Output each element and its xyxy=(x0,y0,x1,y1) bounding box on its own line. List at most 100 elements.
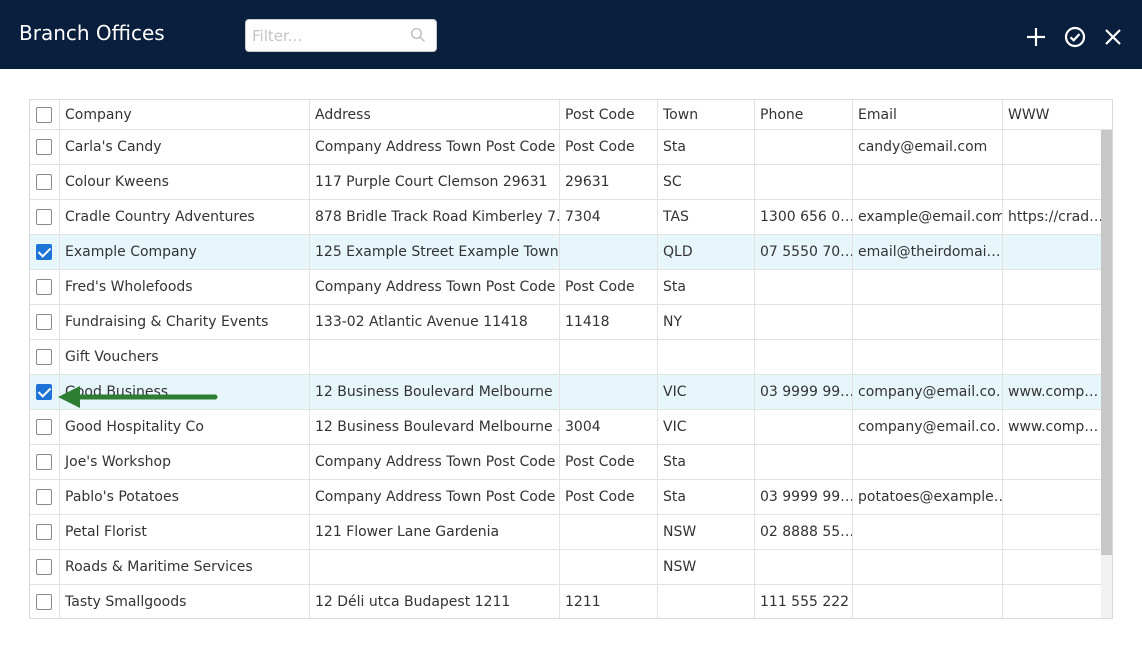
column-header-address[interactable]: Address xyxy=(310,100,560,129)
table-row[interactable]: Fundraising & Charity Events 133-02 Atlan… xyxy=(30,305,1101,340)
cell-email xyxy=(853,165,1003,199)
cell-company: Colour Kweens xyxy=(60,165,310,199)
row-checkbox[interactable] xyxy=(36,139,52,155)
cell-town: NSW xyxy=(658,550,755,584)
cell-address: Company Address Town Post Code xyxy=(310,445,560,479)
cell-post-code xyxy=(560,235,658,269)
cell-address: Company Address Town Post Code xyxy=(310,270,560,304)
search-icon[interactable] xyxy=(410,27,426,43)
table-row[interactable]: Fred's Wholefoods Company Address Town Po… xyxy=(30,270,1101,305)
cell-town: Sta xyxy=(658,480,755,514)
cell-town: VIC xyxy=(658,410,755,444)
cell-post-code: Post Code xyxy=(560,445,658,479)
cell-town: NSW xyxy=(658,515,755,549)
select-all-cell xyxy=(30,100,60,129)
row-select-cell xyxy=(30,410,60,444)
row-select-cell xyxy=(30,445,60,479)
table-row[interactable]: Gift Vouchers xyxy=(30,340,1101,375)
cell-town: VIC xyxy=(658,375,755,409)
table-row[interactable]: Cradle Country Adventures 878 Bridle Trac… xyxy=(30,200,1103,235)
table-row[interactable]: Colour Kweens 117 Purple Court Clemson 29… xyxy=(30,165,1101,200)
row-select-cell xyxy=(30,235,60,269)
row-checkbox[interactable] xyxy=(36,454,52,470)
cell-town: NY xyxy=(658,305,755,339)
table-row[interactable]: Joe's Workshop Company Address Town Post … xyxy=(30,445,1101,480)
table-row[interactable]: Petal Florist 121 Flower Lane Gardenia NSW… xyxy=(30,515,1101,550)
row-select-cell xyxy=(30,270,60,304)
cell-www: https://crad… xyxy=(1008,209,1104,225)
cell-post-code: 11418 xyxy=(560,305,658,339)
cell-phone xyxy=(755,130,853,164)
cell-address: 125 Example Street Example Town xyxy=(310,235,560,269)
filter-input[interactable] xyxy=(246,20,406,51)
vertical-scrollbar[interactable] xyxy=(1101,130,1112,618)
cell-company: Tasty Smallgoods xyxy=(60,585,310,618)
cell-company: Cradle Country Adventures xyxy=(60,200,310,234)
column-header-town[interactable]: Town xyxy=(658,100,755,129)
scrollbar-thumb[interactable] xyxy=(1101,130,1112,555)
row-checkbox[interactable] xyxy=(36,524,52,540)
check-circle-icon[interactable] xyxy=(1063,25,1087,49)
cell-company: Good Business xyxy=(60,375,310,409)
row-checkbox[interactable] xyxy=(36,384,52,400)
plus-icon[interactable] xyxy=(1024,25,1048,49)
cell-www xyxy=(1003,340,1112,374)
cell-email xyxy=(853,585,1003,618)
row-select-cell xyxy=(30,165,60,199)
cell-email xyxy=(853,270,1003,304)
cell-phone xyxy=(755,445,853,479)
row-checkbox[interactable] xyxy=(36,244,52,260)
cell-address: 121 Flower Lane Gardenia xyxy=(310,515,560,549)
cell-company: Fundraising & Charity Events xyxy=(60,305,310,339)
row-checkbox[interactable] xyxy=(36,174,52,190)
cell-company: Pablo's Potatoes xyxy=(60,480,310,514)
cell-phone xyxy=(755,340,853,374)
row-checkbox[interactable] xyxy=(36,314,52,330)
close-icon[interactable] xyxy=(1101,25,1125,49)
row-checkbox[interactable] xyxy=(36,594,52,610)
column-header-post-code[interactable]: Post Code xyxy=(560,100,658,129)
table-row[interactable]: Good Business 12 Business Boulevard Melbo… xyxy=(30,375,1101,410)
row-checkbox[interactable] xyxy=(36,419,52,435)
cell-www xyxy=(1003,515,1112,549)
row-select-cell xyxy=(30,375,60,409)
column-header-email[interactable]: Email xyxy=(853,100,1003,129)
cell-phone: 02 8888 55… xyxy=(755,515,853,549)
cell-email: company@email.co… xyxy=(853,375,1003,409)
row-checkbox[interactable] xyxy=(36,279,52,295)
column-header-phone[interactable]: Phone xyxy=(755,100,853,129)
column-header-www[interactable]: WWW xyxy=(1008,106,1050,123)
row-checkbox[interactable] xyxy=(36,489,52,505)
row-select-cell xyxy=(30,515,60,549)
table-row[interactable]: Tasty Smallgoods 12 Déli utca Budapest 12… xyxy=(30,585,1101,618)
cell-company: Good Hospitality Co xyxy=(60,410,310,444)
cell-town: SC xyxy=(658,165,755,199)
select-all-checkbox[interactable] xyxy=(36,106,52,123)
cell-www xyxy=(1003,585,1112,618)
cell-post-code: Post Code xyxy=(560,480,658,514)
table-row[interactable]: Good Hospitality Co 12 Business Boulevard… xyxy=(30,410,1101,445)
row-checkbox[interactable] xyxy=(36,559,52,575)
column-header-company[interactable]: Company xyxy=(60,100,310,129)
cell-address: 117 Purple Court Clemson 29631 xyxy=(310,165,560,199)
table-row[interactable]: Roads & Maritime Services NSW xyxy=(30,550,1101,585)
table-header-row: Company Address Post Code Town Phone Email WWW xyxy=(30,100,1112,130)
row-checkbox[interactable] xyxy=(36,209,52,225)
cell-phone xyxy=(755,410,853,444)
table-row[interactable]: Carla's Candy Company Address Town Post C… xyxy=(30,130,1101,165)
cell-post-code xyxy=(560,550,658,584)
cell-post-code xyxy=(560,375,658,409)
cell-post-code: 29631 xyxy=(560,165,658,199)
cell-www xyxy=(1003,235,1112,269)
cell-email xyxy=(853,305,1003,339)
cell-company: Example Company xyxy=(60,235,310,269)
row-checkbox[interactable] xyxy=(36,349,52,365)
cell-address: 12 Déli utca Budapest 1211 xyxy=(310,585,560,618)
cell-www xyxy=(1003,480,1112,514)
cell-town xyxy=(658,340,755,374)
cell-www: www.comp… xyxy=(1008,384,1099,400)
filter-box[interactable] xyxy=(245,19,437,52)
table-row[interactable]: Pablo's Potatoes Company Address Town Pos… xyxy=(30,480,1101,515)
table-row[interactable]: Example Company 125 Example Street Exampl… xyxy=(30,235,1101,270)
cell-post-code: Post Code xyxy=(560,130,658,164)
